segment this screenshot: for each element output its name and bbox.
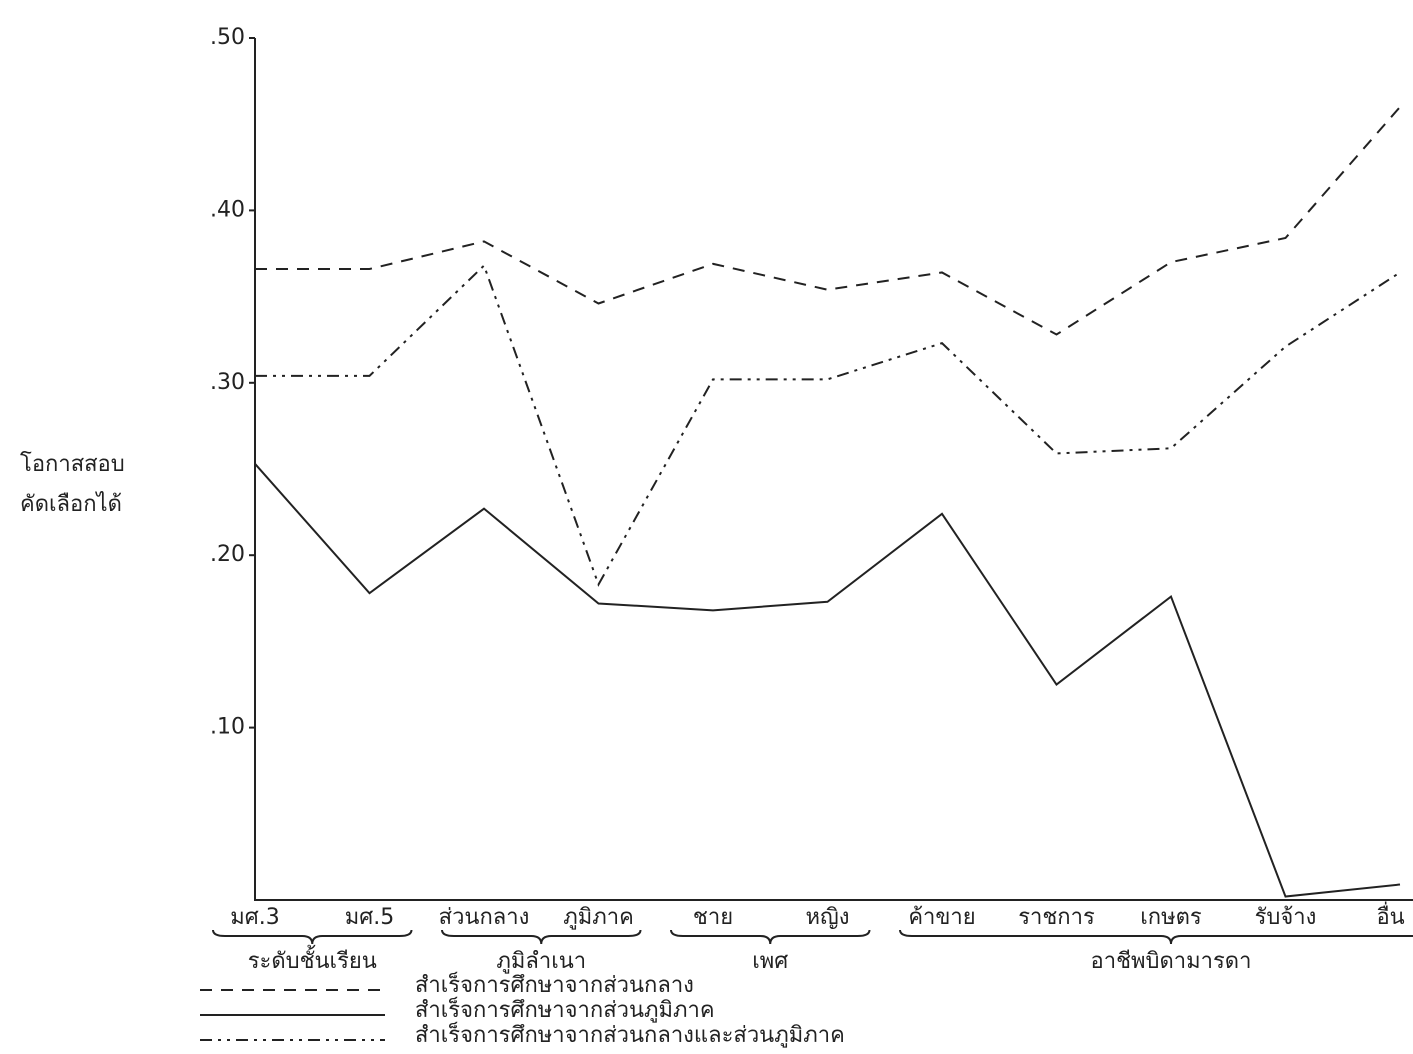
y-tick-label: .50 [210, 25, 245, 50]
y-axis-title: โอกาสสอบ [20, 451, 125, 477]
x-tick-label: ค้าขาย [908, 905, 975, 930]
group-label: อาชีพบิดามารดา [1091, 949, 1252, 974]
x-tick-label: อื่น ๆ [1376, 901, 1413, 930]
group-label: เพศ [752, 949, 788, 974]
group-brace [899, 929, 1413, 945]
x-tick-label: ชาย [693, 905, 733, 930]
series-line [255, 106, 1401, 336]
y-axis-title: คัดเลือกได้ [20, 491, 122, 517]
group-brace [212, 929, 413, 945]
legend-label: สำเร็จการศึกษาจากส่วนกลาง [415, 970, 694, 998]
group-label: ระดับชั้นเรียน [248, 945, 377, 974]
x-tick-label: รับจ้าง [1255, 905, 1317, 930]
y-tick-label: .40 [210, 197, 245, 222]
group-brace [670, 929, 871, 945]
x-tick-label: ราชการ [1018, 905, 1095, 930]
series-line [254, 463, 1401, 898]
y-tick-label: .20 [210, 542, 245, 567]
y-tick-label: .30 [210, 370, 245, 395]
x-tick-label: ส่วนกลาง [439, 905, 530, 930]
axis-line [254, 38, 1413, 901]
group-brace [441, 929, 642, 945]
legend-label: สำเร็จการศึกษาจากส่วนภูมิภาค [415, 995, 715, 1023]
group-label: ภูมิลำเนา [496, 949, 586, 974]
y-tick-label: .10 [210, 715, 245, 740]
x-tick-label: หญิง [806, 905, 850, 930]
x-tick-label: เกษตร [1140, 905, 1202, 930]
series-line [255, 263, 1401, 587]
legend-label: สำเร็จการศึกษาจากส่วนกลางและส่วนภูมิภาค [415, 1020, 845, 1048]
x-tick-label: ภูมิภาค [563, 905, 634, 930]
x-tick-label: มศ.5 [345, 905, 394, 930]
x-tick-label: มศ.3 [230, 905, 279, 930]
